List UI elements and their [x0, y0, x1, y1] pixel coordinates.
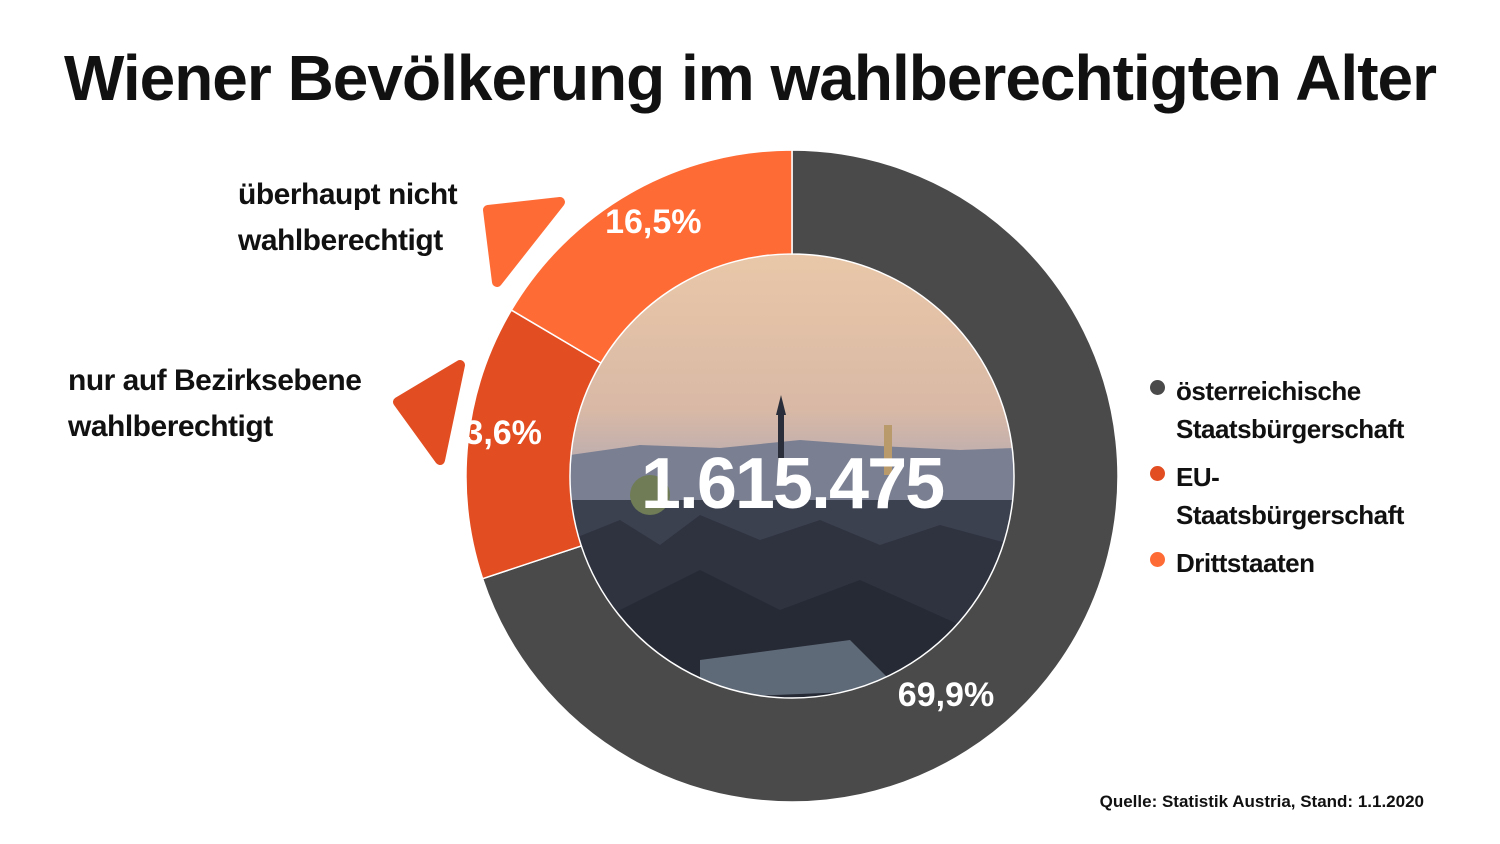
callout-arrow-eu: [393, 360, 465, 465]
legend-item-austrian: österreichische Staatsbürgerschaft: [1150, 372, 1480, 448]
legend-label: österreichische: [1176, 376, 1361, 406]
donut-slice-2: [510, 149, 793, 365]
donut-ring: [465, 149, 1119, 803]
chart-title: Wiener Bevölkerung im wahlberechtigten A…: [63, 42, 1437, 114]
legend-label: Staatsbürgerschaft: [1176, 500, 1404, 530]
callout-line: wahlberechtigt: [68, 410, 273, 443]
slice-percent-label: 13,6%: [446, 414, 542, 452]
callout-line: wahlberechtigt: [238, 224, 443, 257]
slice-percent-label: 69,9%: [898, 676, 994, 714]
callout-drittstaaten: überhaupt nicht wahlberechtigt: [238, 172, 458, 264]
callout-eu: nur auf Bezirksebene wahlberechtigt: [68, 358, 362, 450]
slice-percent-label: 16,5%: [605, 203, 701, 241]
callout-arrow-drittstaaten: [483, 197, 565, 287]
legend-label: Drittstaaten: [1176, 548, 1315, 578]
callout-line: nur auf Bezirksebene: [68, 364, 362, 397]
legend-label: EU-: [1176, 462, 1220, 492]
donut-slice-0: [481, 149, 1119, 803]
legend: österreichische Staatsbürgerschaft EU- S…: [1150, 372, 1480, 592]
legend-dot-icon: [1150, 552, 1165, 567]
callout-line: überhaupt nicht: [238, 178, 458, 211]
legend-dot-icon: [1150, 466, 1165, 481]
vienna-skyline-photo: [570, 254, 1014, 698]
legend-item-third-countries: Drittstaaten: [1150, 544, 1480, 582]
legend-item-eu: EU- Staatsbürgerschaft: [1150, 458, 1480, 534]
legend-dot-icon: [1150, 380, 1165, 395]
legend-label: Staatsbürgerschaft: [1176, 414, 1404, 444]
source-note: Quelle: Statistik Austria, Stand: 1.1.20…: [1099, 792, 1424, 811]
center-total-label: 1.615.475: [641, 444, 944, 524]
